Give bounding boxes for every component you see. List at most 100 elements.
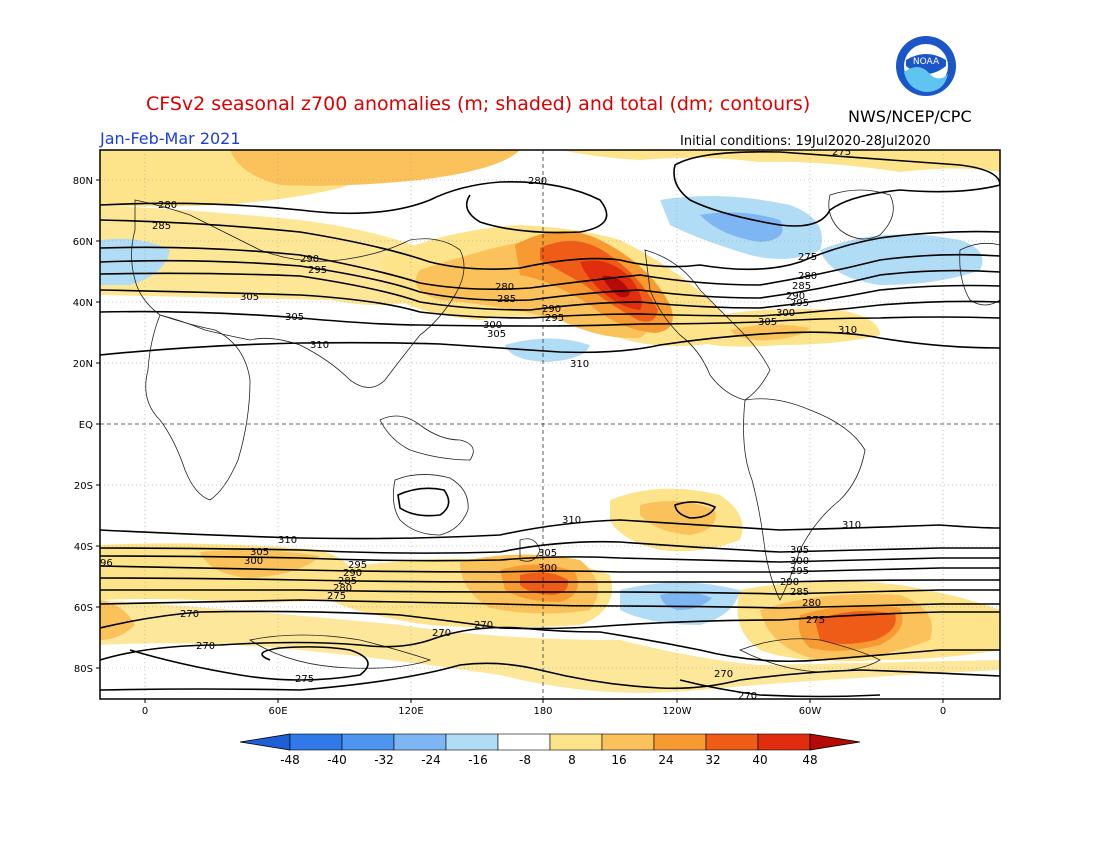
- anomaly-sh-atlantic-peak: [815, 611, 896, 644]
- lat-tick-label: 20S: [74, 481, 93, 492]
- lat-tick-label: 60N: [73, 237, 93, 248]
- anomaly-warm-north-atlantic: [230, 150, 520, 186]
- latitude-axis: 80N 60N 40N 20N EQ 20S 40S 60S 80S: [73, 176, 100, 675]
- colorbar-box: [393, 733, 447, 751]
- lon-tick-label: 60E: [268, 706, 287, 717]
- contour-label: 290: [780, 577, 799, 588]
- contour-label: 295: [790, 298, 809, 309]
- lon-tick-label: 60W: [799, 706, 822, 717]
- contour-label: 300: [538, 563, 557, 574]
- contour-label: 270: [180, 609, 199, 620]
- contour-label: 305: [758, 317, 777, 328]
- coastlines: [131, 189, 1000, 673]
- contour-label: 290: [786, 291, 805, 302]
- contour-label: 310: [278, 535, 297, 546]
- lat-tick-label: 80N: [73, 176, 93, 187]
- colorbar-label: 40: [752, 753, 767, 767]
- anomaly-pacific-max: [602, 275, 630, 298]
- contour-label: 305: [250, 547, 269, 558]
- contour-label: 300: [244, 556, 263, 567]
- contour-label: 310: [842, 520, 861, 531]
- colorbar-box: [341, 733, 395, 751]
- contour-label: 270: [432, 628, 451, 639]
- contour-label: 290: [300, 254, 319, 265]
- colorbar-label: -48: [280, 753, 300, 767]
- agency-label: NWS/NCEP/CPC: [848, 107, 972, 126]
- anomaly-sh-mid-peak: [520, 572, 569, 595]
- figure-title: CFSv2 seasonal z700 anomalies (m; shaded…: [146, 93, 810, 115]
- anomaly-cold-canada-core: [700, 212, 783, 242]
- contour-label: 300: [790, 556, 809, 567]
- anomaly-cold-atlantic: [820, 234, 983, 285]
- contour-label: 305: [538, 548, 557, 559]
- contour-label: 280: [802, 598, 821, 609]
- contour-label: 275: [832, 147, 851, 158]
- lat-tick-label: EQ: [79, 420, 93, 431]
- colorbar-label: -8: [519, 753, 531, 767]
- lat-tick-label: 60S: [74, 603, 93, 614]
- contour-label: 295: [348, 560, 367, 571]
- contour-label: 295: [308, 265, 327, 276]
- contour-label: 305: [487, 329, 506, 340]
- contour-label: 310: [562, 515, 581, 526]
- contour-label: 290: [542, 304, 561, 315]
- longitude-axis: 0 60E 120E 180 120W 60W 0: [142, 699, 946, 717]
- colorbar-box: [601, 733, 655, 751]
- anomaly-far-west: [100, 600, 135, 640]
- colorbar-box: [445, 733, 499, 751]
- colorbar-label: 48: [802, 753, 817, 767]
- contour-label: 270: [714, 669, 733, 680]
- contour-label: 300: [776, 308, 795, 319]
- height-contours: [100, 150, 1000, 698]
- contour-label: 270: [474, 620, 493, 631]
- contour-label: 280: [798, 271, 817, 282]
- anomaly-cold-subtropic-pacific: [505, 338, 590, 362]
- colorbar: -48 -40 -32 -24 -16 -8 8 16 24 32 40 48: [239, 733, 861, 767]
- contour-label: 310: [570, 359, 589, 370]
- contour-label: 285: [152, 221, 171, 232]
- noaa-logo: NOAA: [896, 36, 956, 96]
- colorbar-box: [549, 733, 603, 751]
- anomaly-sh-antarctic-band: [100, 600, 1000, 693]
- contour-label: 285: [790, 587, 809, 598]
- lon-tick-label: 120W: [663, 706, 692, 717]
- contour-label: 285: [792, 281, 811, 292]
- contour-label: 275: [295, 674, 314, 685]
- contour-label: 305: [240, 292, 259, 303]
- lon-tick-label: 0: [940, 706, 946, 717]
- colorbar-label: 32: [705, 753, 720, 767]
- colorbar-label: 16: [611, 753, 626, 767]
- anomaly-pacific-orange: [415, 240, 650, 339]
- contour-label: 280: [333, 583, 352, 594]
- colorbar-arrow-high: [809, 733, 861, 751]
- anomaly-sh-subtropic-core: [640, 501, 716, 535]
- contour-label: 270: [196, 641, 215, 652]
- contour-label: 310: [838, 325, 857, 336]
- contour-label: 275: [806, 615, 825, 626]
- contour-label: 295: [545, 313, 564, 324]
- initial-conditions: Initial conditions: 19Jul2020-28Jul2020: [680, 134, 931, 149]
- contour-label: 310: [310, 340, 329, 351]
- colorbar-box: [497, 733, 551, 751]
- lat-tick-label: 80S: [74, 664, 93, 675]
- colorbar-label: 24: [658, 753, 673, 767]
- contour-label: 275: [798, 252, 817, 263]
- contour-label: 280: [158, 200, 177, 211]
- contour-label: 305: [285, 312, 304, 323]
- colorbar-label: 8: [568, 753, 576, 767]
- colorbar-arrow-low: [239, 733, 291, 751]
- colorbar-box: [705, 733, 759, 751]
- colorbar-box: [653, 733, 707, 751]
- map-area: 280 280 285 290 295 305 305 310 280 285 …: [100, 147, 1000, 702]
- forecast-period: Jan-Feb-Mar 2021: [99, 129, 241, 148]
- contour-label: 96: [100, 558, 113, 569]
- lat-tick-label: 40N: [73, 298, 93, 309]
- contour-labels: 280 280 285 290 295 305 305 310 280 285 …: [100, 147, 861, 702]
- contour-label: 285: [338, 576, 357, 587]
- colorbar-label: -40: [327, 753, 347, 767]
- colorbar-box: [757, 733, 811, 751]
- lon-tick-label: 0: [142, 706, 148, 717]
- contour-label: 270: [738, 691, 757, 702]
- contour-label: 280: [495, 282, 514, 293]
